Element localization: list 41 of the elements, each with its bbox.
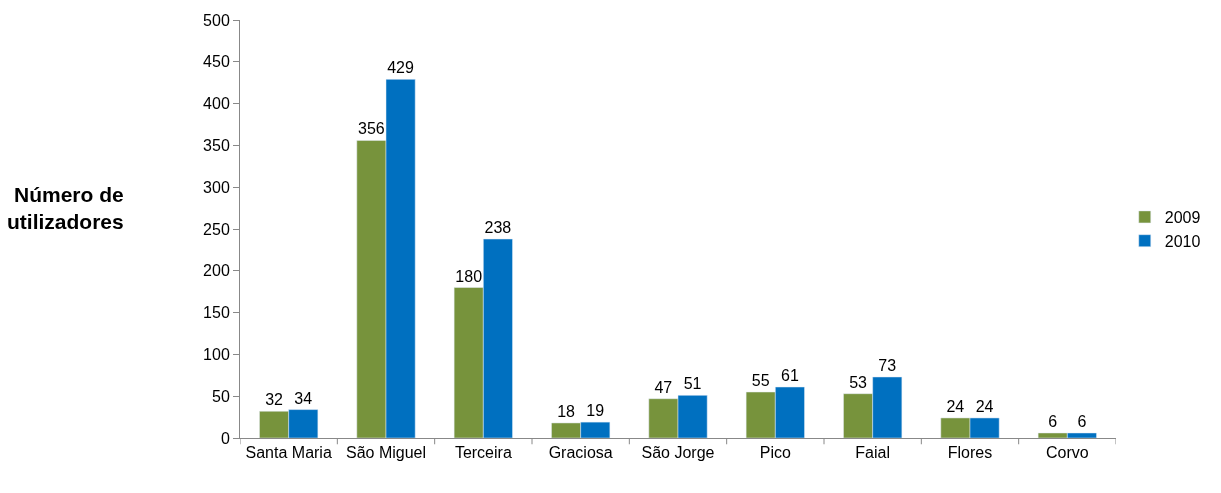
y-tick-label: 400 [203,95,230,113]
data-label: 238 [484,219,512,237]
data-label: 32 [265,391,284,409]
y-tick-label: 0 [220,429,230,447]
data-label: 73 [878,356,897,374]
data-label: 6 [1077,412,1087,430]
data-label: 429 [387,59,414,77]
x-tick-label: Corvo [1045,444,1089,462]
data-label: 47 [654,378,673,396]
x-tick-label: Terceira [454,444,512,462]
y-tick-label: 450 [203,53,230,71]
data-label: 24 [975,397,994,415]
x-tick-label: Faial [855,444,891,462]
data-label: 180 [455,267,483,285]
y-tick-label: 50 [212,387,230,405]
data-label: 55 [751,372,770,390]
data-label: 34 [294,389,313,407]
data-label: 24 [946,397,965,415]
data-label: 51 [683,375,702,393]
data-label: 18 [557,402,576,420]
y-tick-label: 100 [203,346,230,363]
y-axis-title: Número de utilizadores [7,183,124,234]
x-tick-label: Flores [947,444,993,462]
x-tick-label: Pico [759,444,791,462]
y-tick-label: 250 [203,220,230,238]
data-label: 6 [1048,412,1058,430]
data-label: 53 [849,373,868,391]
y-tick-label: 150 [203,304,230,322]
legend-label: 2010 [1164,232,1201,250]
data-label: 356 [358,120,385,138]
y-tick-label: 200 [203,262,230,280]
x-tick-label: Graciosa [548,444,613,462]
data-label: 19 [586,402,605,420]
y-tick-label: 300 [203,178,230,196]
y-tick-label: 350 [203,137,230,154]
y-tick-label: 500 [203,11,230,29]
x-tick-label: Santa Maria [245,444,332,462]
x-tick-label: São Jorge [641,444,715,462]
x-tick-label: São Miguel [345,444,427,462]
data-label: 61 [780,367,799,384]
legend-label: 2009 [1164,209,1201,227]
